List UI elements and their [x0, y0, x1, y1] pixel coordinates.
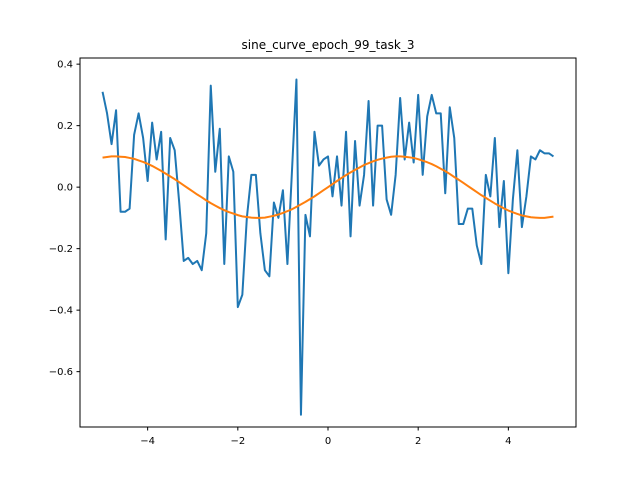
y-tick-label: 0.4: [57, 60, 73, 71]
x-tick-label: 4: [505, 436, 511, 447]
x-axis: −4 −2 0 2 4: [140, 427, 512, 447]
x-tick-label: 2: [415, 436, 421, 447]
x-tick-label: −4: [140, 436, 155, 447]
x-tick-label: 0: [325, 436, 331, 447]
y-tick-label: 0.2: [57, 121, 73, 132]
x-tick-label: −2: [230, 436, 245, 447]
axes-layer: [79, 57, 577, 428]
series-line-1: [101, 78, 555, 416]
plot-frame: [79, 57, 577, 428]
series-line-2: [102, 155, 554, 219]
series-layer: [101, 78, 555, 416]
y-tick-label: −0.6: [49, 367, 73, 378]
y-axis: 0.4 0.2 0.0 −0.2 −0.4 −0.6: [49, 60, 80, 378]
y-tick-label: 0.0: [57, 183, 73, 194]
chart-title: sine_curve_epoch_99_task_3: [242, 38, 415, 52]
y-tick-label: −0.4: [49, 306, 73, 317]
y-tick-label: −0.2: [49, 244, 73, 255]
